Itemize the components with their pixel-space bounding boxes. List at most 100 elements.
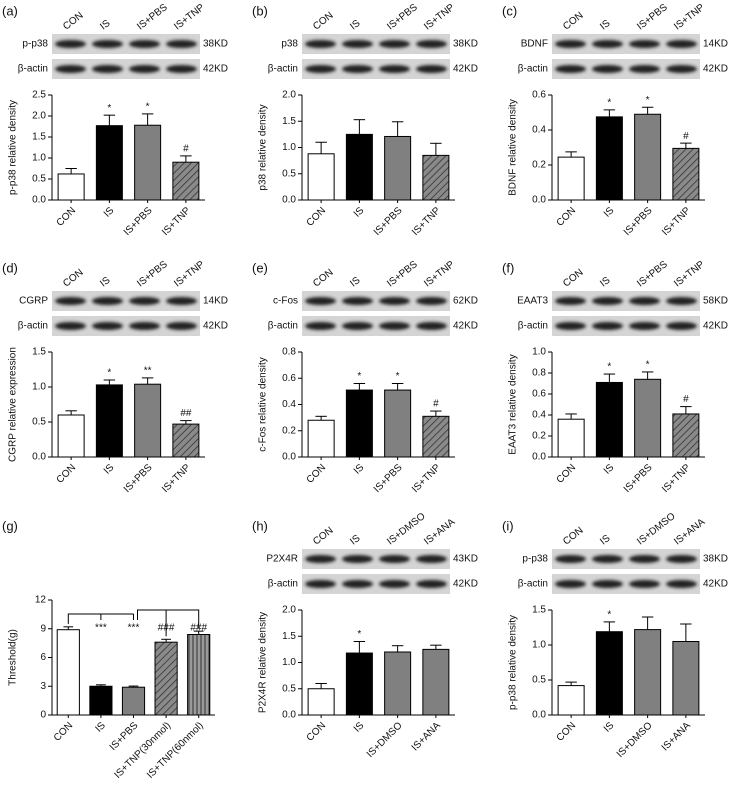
lane-label: IS xyxy=(598,18,612,33)
x-tick-label: CON xyxy=(555,720,579,744)
lane-label: IS xyxy=(98,275,112,290)
protein-label: β-actin xyxy=(518,579,548,590)
bar xyxy=(154,641,178,716)
blot-band xyxy=(665,65,698,73)
bar xyxy=(307,688,335,716)
y-axis-label: BDNF relative density xyxy=(508,99,519,196)
blot-band xyxy=(415,297,448,305)
x-tick-label: IS+TNP(60nmol) xyxy=(145,720,206,781)
y-tick-label: 0.4 xyxy=(282,399,296,410)
y-tick-label: 1.5 xyxy=(282,631,296,642)
x-tick-label: IS+DMSO xyxy=(365,720,405,760)
y-tick-label: 0.5 xyxy=(282,168,296,179)
significance: * xyxy=(357,629,361,640)
lane-label: IS xyxy=(348,18,362,33)
panel-label: (c) xyxy=(502,3,517,18)
blot-strip xyxy=(52,316,200,336)
bar xyxy=(422,415,450,458)
significance: # xyxy=(183,144,189,155)
blot-band xyxy=(554,65,587,73)
size-label: 42KD xyxy=(453,321,478,332)
lane-label: IS+TNP xyxy=(672,2,707,33)
blot-band xyxy=(415,555,448,563)
y-tick-label: 0.0 xyxy=(282,452,296,463)
panel-label: (d) xyxy=(2,260,18,275)
bar xyxy=(95,125,123,201)
bar xyxy=(134,383,162,458)
significance: # xyxy=(683,131,689,142)
significance: *** xyxy=(95,623,107,634)
lane-label: IS+PBS xyxy=(135,259,170,290)
y-tick-label: 1.0 xyxy=(532,640,546,651)
significance: * xyxy=(607,610,611,621)
y-tick-label: 12 xyxy=(35,595,47,606)
bar xyxy=(422,648,450,716)
bar xyxy=(634,629,662,716)
blot-band xyxy=(628,40,661,48)
y-tick-label: 9 xyxy=(40,623,46,634)
blot-strip xyxy=(302,59,450,79)
panel-label: (g) xyxy=(2,518,18,533)
bar xyxy=(187,634,211,716)
protein-label: β-actin xyxy=(18,321,48,332)
lane-label: IS xyxy=(348,275,362,290)
y-tick-label: 1.0 xyxy=(282,142,296,153)
y-tick-label: 0.2 xyxy=(532,431,546,442)
bar xyxy=(121,686,146,716)
bar xyxy=(557,685,585,716)
x-tick-label: IS+ANA xyxy=(660,720,693,753)
y-tick-label: 0.0 xyxy=(32,452,46,463)
blot-strip xyxy=(552,34,700,54)
y-tick-label: 0.0 xyxy=(282,195,296,206)
x-tick-label: CON xyxy=(555,462,579,486)
y-tick-label: 0.5 xyxy=(282,683,296,694)
y-axis-label: p-p38 relative density xyxy=(8,100,19,195)
protein-label: c-Fos xyxy=(273,296,298,307)
y-tick-label: 0.0 xyxy=(282,710,296,721)
blot-strip xyxy=(52,291,200,311)
lane-label: CON xyxy=(311,267,335,289)
y-tick-label: 6 xyxy=(40,652,46,663)
bar xyxy=(307,153,335,201)
significance: # xyxy=(683,394,689,405)
bar xyxy=(595,116,623,201)
y-tick-label: 0.6 xyxy=(282,373,296,384)
blot-band xyxy=(378,580,411,588)
bracket xyxy=(137,609,200,637)
lane-label: CON xyxy=(561,10,585,32)
size-label: 42KD xyxy=(453,64,478,75)
bar xyxy=(672,147,700,201)
lane-label: IS+PBS xyxy=(135,2,170,33)
bar xyxy=(422,154,450,201)
bar xyxy=(134,124,162,201)
blot-band xyxy=(341,40,374,48)
blot-band xyxy=(128,65,161,73)
blot-band xyxy=(304,65,337,73)
size-label: 38KD xyxy=(453,39,478,50)
x-tick-label: CON xyxy=(305,462,329,486)
significance: * xyxy=(607,98,611,109)
lane-label: IS xyxy=(598,275,612,290)
x-tick-label: IS+TNP xyxy=(160,205,193,238)
blot-band xyxy=(554,297,587,305)
size-label: 42KD xyxy=(453,579,478,590)
x-tick-label: IS+PBS xyxy=(622,462,655,495)
blot-band xyxy=(415,65,448,73)
blot-band xyxy=(665,40,698,48)
significance: * xyxy=(146,102,150,113)
x-tick-label: IS+TNP xyxy=(660,462,693,495)
lane-label: CON xyxy=(61,10,85,32)
blot-band xyxy=(378,40,411,48)
x-tick-label: IS+PBS xyxy=(122,205,155,238)
blot-band xyxy=(628,555,661,563)
blot-band xyxy=(628,322,661,330)
significance: * xyxy=(357,371,361,382)
panel: (g)036912Threshold(g)CON***IS***IS+PBS##… xyxy=(2,518,215,781)
lane-label: IS+PBS xyxy=(635,2,670,33)
blot-band xyxy=(304,297,337,305)
y-tick-label: 0.8 xyxy=(282,347,296,358)
bar xyxy=(56,629,80,716)
